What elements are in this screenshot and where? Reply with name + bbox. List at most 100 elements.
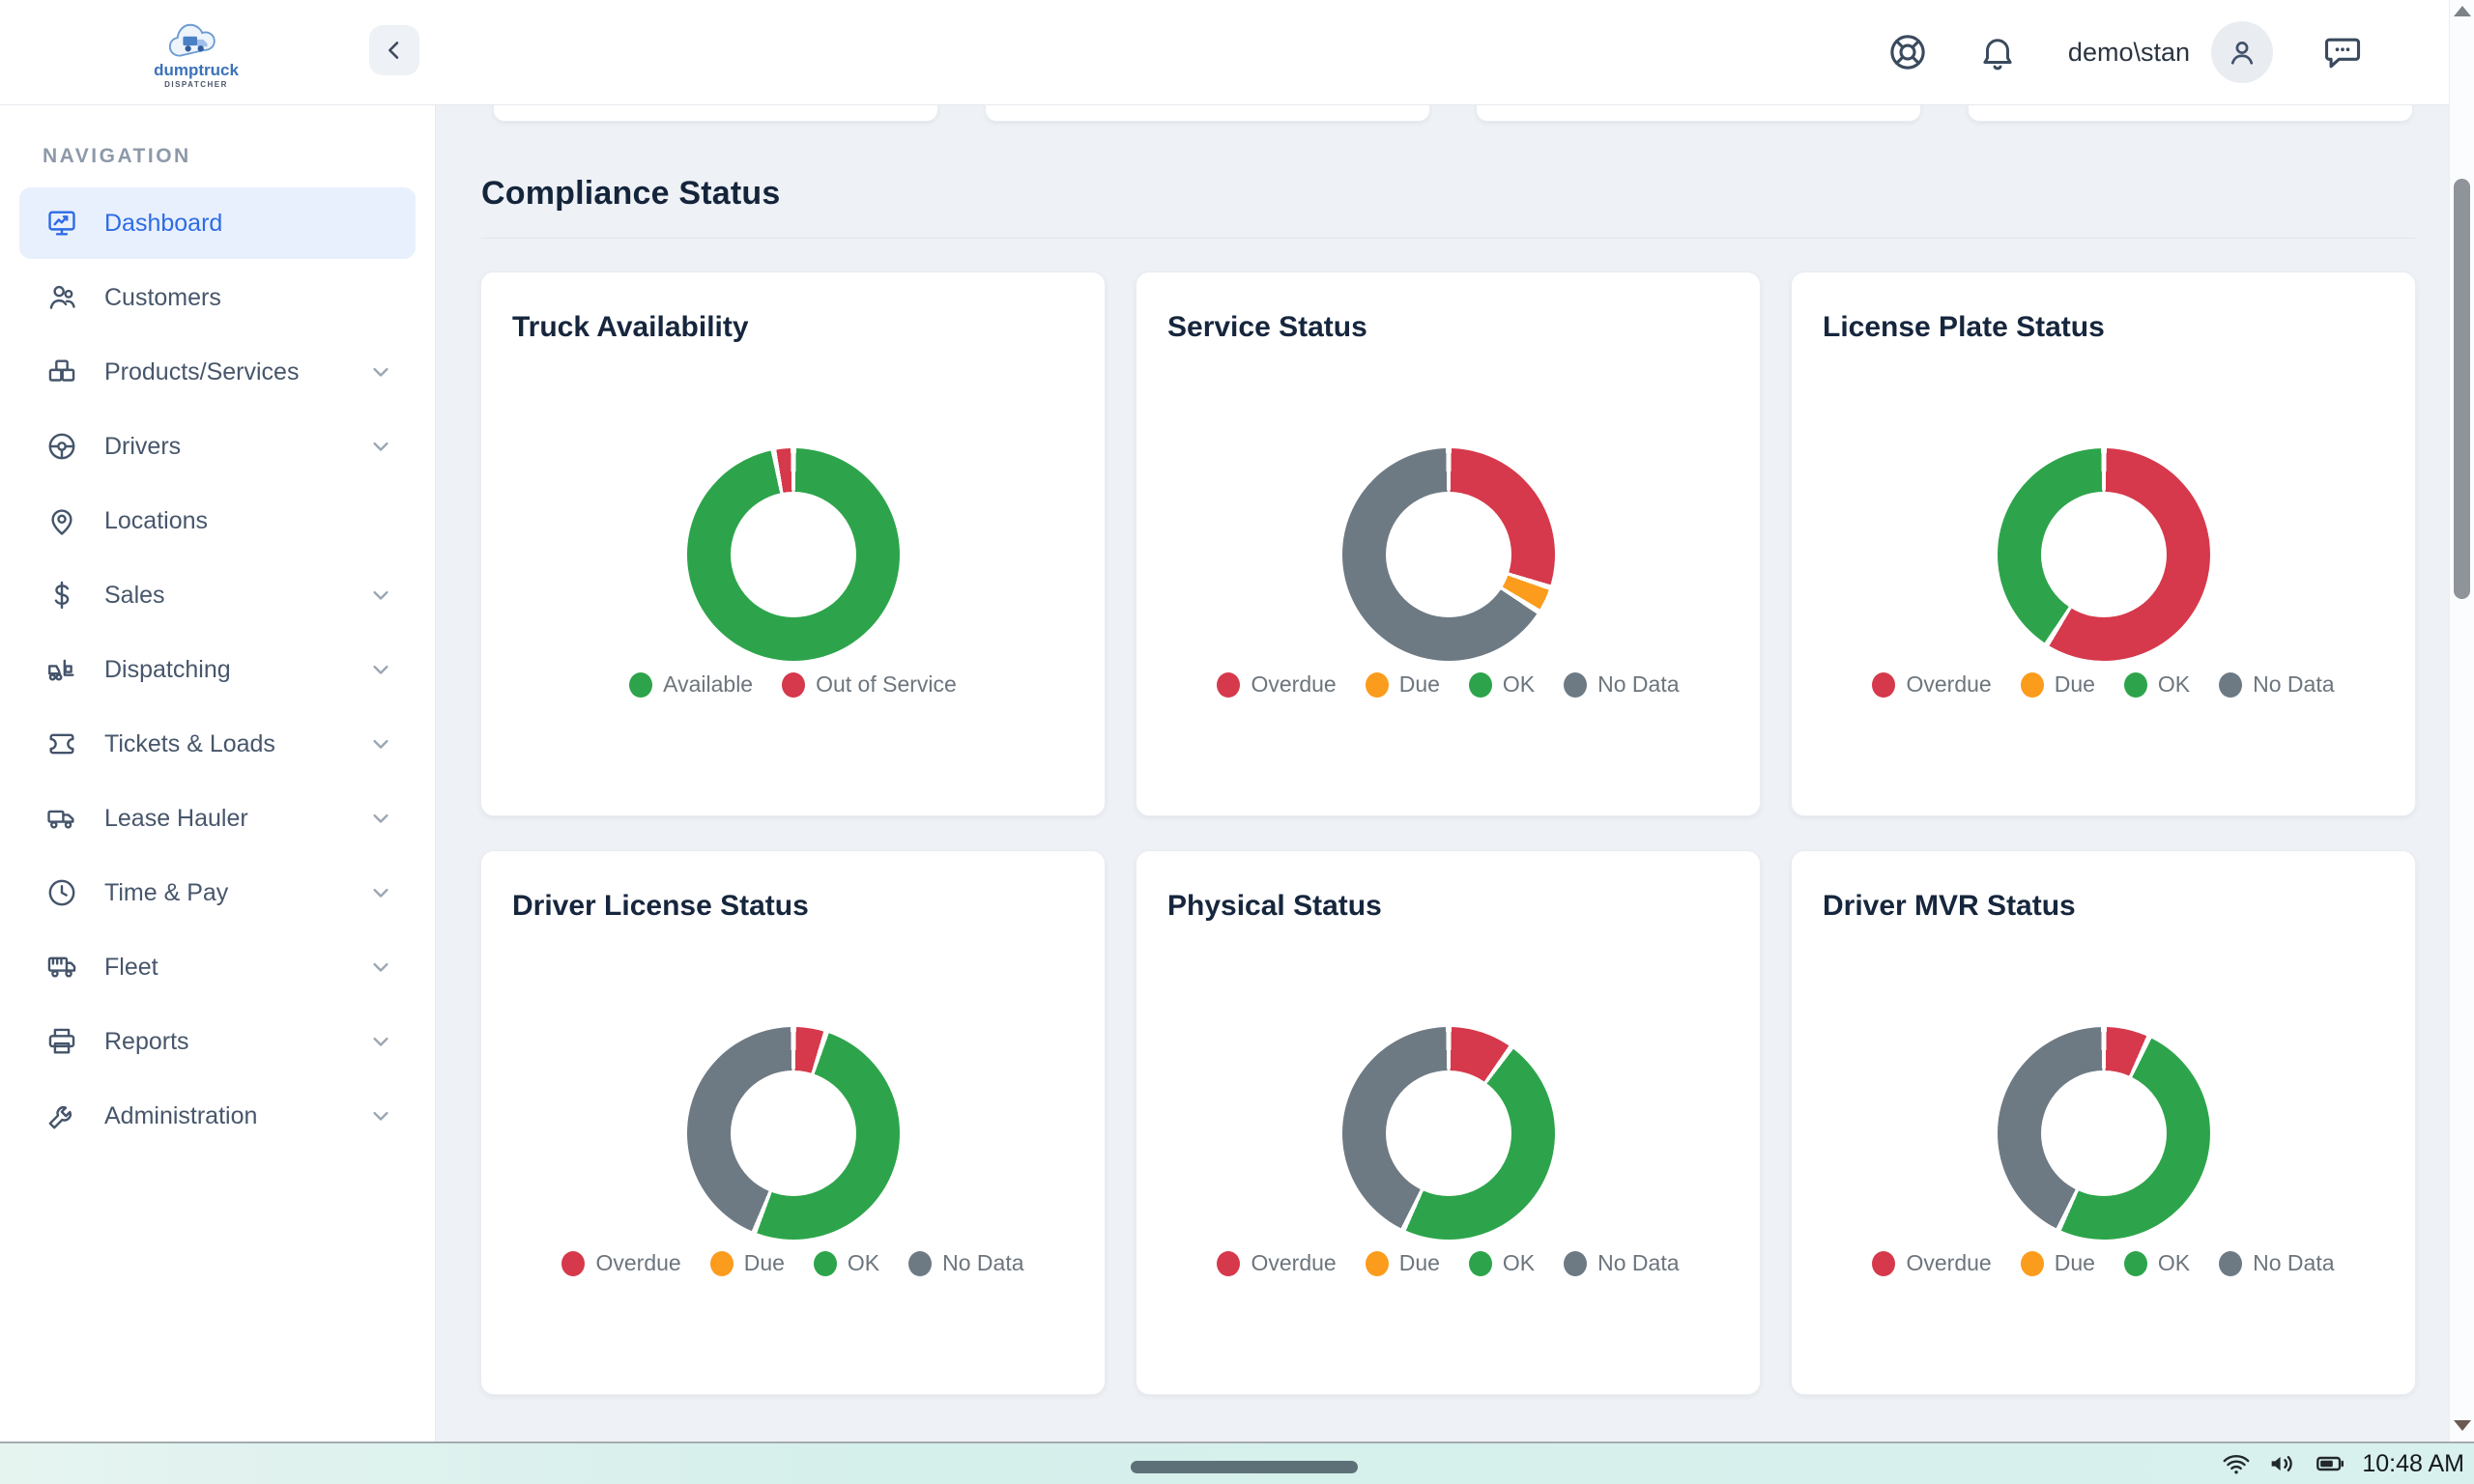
legend-item: No Data <box>1564 1250 1680 1276</box>
chart-legend: Available Out of Service <box>481 671 1105 698</box>
sidebar-item-administration[interactable]: Administration <box>19 1080 416 1152</box>
sidebar-item-dashboard[interactable]: Dashboard <box>19 187 416 259</box>
app-header: dumptruck dispatcher demo\stan <box>0 0 2449 104</box>
legend-item: OK <box>1468 671 1536 698</box>
legend-item: Overdue <box>1872 671 1992 698</box>
help-lifebuoy-icon[interactable] <box>1886 31 1929 73</box>
legend-dot <box>709 1250 734 1276</box>
legend-dot <box>782 671 806 698</box>
sidebar-item-time-pay[interactable]: Time & Pay <box>19 857 416 928</box>
scrollbar-thumb[interactable] <box>2454 179 2470 599</box>
compliance-card-6: Driver MVR Status Overdue Due OK No Data <box>1791 850 2416 1395</box>
legend-item: Due <box>1365 671 1440 698</box>
reports-icon <box>44 1024 79 1059</box>
legend-label: Overdue <box>1251 1250 1337 1275</box>
legend-dot <box>1365 1250 1389 1276</box>
logo-tagline: dispatcher <box>164 80 228 89</box>
section-title: Compliance Status <box>481 175 781 212</box>
chart-legend: Overdue Due OK No Data <box>1792 671 2415 698</box>
partial-card <box>985 105 1430 122</box>
sidebar-item-drivers[interactable]: Drivers <box>19 411 416 482</box>
legend-label: OK <box>2157 1250 2191 1275</box>
user-avatar[interactable] <box>2211 21 2273 83</box>
legend-dot <box>2020 671 2044 698</box>
compliance-card-2: Service Status Overdue Due OK No Data <box>1136 271 1761 816</box>
legend-label: Overdue <box>1906 1250 1992 1275</box>
sidebar-collapse-button[interactable] <box>369 25 419 75</box>
lease-hauler-icon <box>44 801 79 836</box>
sidebar-item-label: Products/Services <box>104 357 300 385</box>
app-logo: dumptruck dispatcher <box>153 8 240 100</box>
chevron-down-icon <box>367 582 394 609</box>
legend-label: No Data <box>1597 671 1680 697</box>
legend-item: Overdue <box>1217 1250 1337 1276</box>
card-title: Service Status <box>1167 311 1367 343</box>
sidebar-item-label: Time & Pay <box>104 878 229 906</box>
user-name[interactable]: demo\stan <box>2067 37 2190 67</box>
sidebar-item-label: Administration <box>104 1101 258 1129</box>
legend-dot <box>908 1250 933 1276</box>
sidebar-item-locations[interactable]: Locations <box>19 485 416 556</box>
sidebar-item-lease-hauler[interactable]: Lease Hauler <box>19 783 416 854</box>
legend-item: Out of Service <box>782 671 957 698</box>
card-title: License Plate Status <box>1823 311 2105 343</box>
scrollbar <box>2449 0 2474 1441</box>
battery-icon[interactable] <box>2314 1448 2346 1479</box>
sidebar-item-sales[interactable]: Sales <box>19 559 416 631</box>
scrollbar-down-arrow[interactable] <box>2454 1420 2471 1431</box>
sidebar-item-fleet[interactable]: Fleet <box>19 931 416 1003</box>
drivers-icon <box>44 429 79 464</box>
legend-dot <box>2123 1250 2147 1276</box>
chevron-down-icon <box>367 656 394 683</box>
card-title: Physical Status <box>1167 890 1382 922</box>
donut-chart <box>1342 448 1555 661</box>
chat-icon[interactable] <box>2321 31 2364 73</box>
chart-legend: Overdue Due OK No Data <box>1136 1250 1760 1276</box>
legend-dot <box>2123 671 2147 698</box>
legend-item: Due <box>709 1250 785 1276</box>
legend-label: OK <box>1502 671 1536 697</box>
legend-item: OK <box>813 1250 879 1276</box>
partial-card <box>1968 105 2413 122</box>
card-title: Truck Availability <box>512 311 749 343</box>
partial-card <box>1476 105 1921 122</box>
scrollbar-up-arrow[interactable] <box>2454 6 2471 16</box>
main-content: Compliance Status Truck Availability Avai… <box>436 105 2449 1441</box>
sidebar-item-dispatching[interactable]: Dispatching <box>19 634 416 705</box>
legend-label: OK <box>2157 671 2191 697</box>
chevron-down-icon <box>367 433 394 460</box>
taskbar-center-apps[interactable] <box>1131 1461 1358 1473</box>
notifications-bell-icon[interactable] <box>1977 32 2018 72</box>
sidebar-item-reports[interactable]: Reports <box>19 1006 416 1077</box>
legend-label: Overdue <box>1906 671 1992 697</box>
taskbar-clock[interactable]: 10:48 AM <box>2362 1449 2464 1477</box>
compliance-card-5: Physical Status Overdue Due OK No Data <box>1136 850 1761 1395</box>
legend-item: Overdue <box>1872 1250 1992 1276</box>
logo-name: dumptruck <box>154 61 239 79</box>
legend-item: OK <box>2123 1250 2191 1276</box>
sidebar-item-label: Sales <box>104 581 165 609</box>
legend-item: No Data <box>908 1250 1024 1276</box>
chevron-down-icon <box>367 358 394 385</box>
legend-item: Overdue <box>561 1250 681 1276</box>
sidebar-item-tickets-loads[interactable]: Tickets & Loads <box>19 708 416 780</box>
sidebar-item-customers[interactable]: Customers <box>19 262 416 333</box>
chart-legend: Overdue Due OK No Data <box>481 1250 1105 1276</box>
legend-label: No Data <box>942 1250 1024 1275</box>
wifi-icon[interactable] <box>2221 1448 2252 1479</box>
legend-label: OK <box>1502 1250 1536 1275</box>
card-title: Driver License Status <box>512 890 809 922</box>
sidebar-nav-list: Dashboard Customers Products/Services Drive… <box>19 187 416 1155</box>
legend-item: Due <box>1365 1250 1440 1276</box>
legend-item: Due <box>2020 1250 2095 1276</box>
volume-icon[interactable] <box>2267 1448 2298 1479</box>
legend-dot <box>1564 671 1588 698</box>
legend-item: Overdue <box>1217 671 1337 698</box>
chart-legend: Overdue Due OK No Data <box>1136 671 1760 698</box>
sidebar-item-label: Drivers <box>104 432 182 460</box>
legend-item: OK <box>2123 671 2191 698</box>
header-actions: demo\stan <box>1886 0 2364 104</box>
dispatching-icon <box>44 652 79 687</box>
legend-item: No Data <box>2219 671 2335 698</box>
sidebar-item-products-services[interactable]: Products/Services <box>19 336 416 408</box>
